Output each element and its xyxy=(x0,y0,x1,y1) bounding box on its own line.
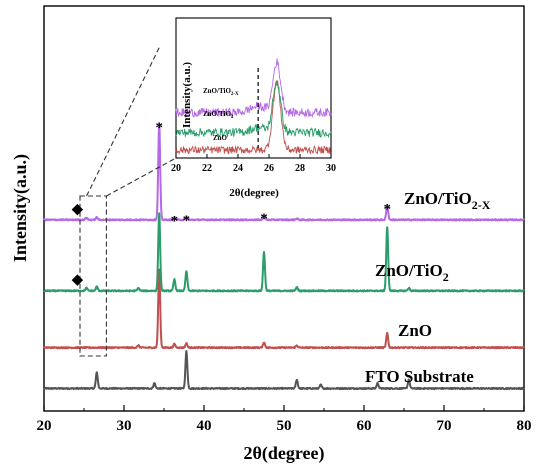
zno-peak-marker-3: * xyxy=(171,214,179,230)
inset-x-tick-label-28: 28 xyxy=(295,163,305,174)
x-tick-label-30: 30 xyxy=(117,418,132,434)
x-tick-label-50: 50 xyxy=(277,418,292,434)
inset-x-tick-label-26: 26 xyxy=(264,163,274,174)
zoom-region-box xyxy=(79,195,107,357)
zoom-guide-lower xyxy=(106,157,177,197)
tio2-peak-marker-0: ◆ xyxy=(72,202,84,218)
inset-x-axis-title: 2θ(degree) xyxy=(229,187,279,199)
series-label-zno-tio2: ZnO/TiO2 xyxy=(375,261,449,284)
inset-series-line-zno-tio2 xyxy=(175,81,332,139)
inset-label-zno-tio2-x: ZnO/TiO2-X xyxy=(203,87,239,97)
x-tick-label-60: 60 xyxy=(357,418,372,434)
x-tick-label-70: 70 xyxy=(437,418,452,434)
zno-peak-marker-5: * xyxy=(260,211,268,227)
tio2-peak-marker-1: ◆ xyxy=(72,272,84,288)
x-axis-title: 2θ(degree) xyxy=(243,443,324,464)
y-axis-title: Intensity(a.u.) xyxy=(10,154,31,262)
zno-peak-marker-6: * xyxy=(383,202,391,218)
inset-series-line-zno xyxy=(175,80,332,155)
x-tick-label-20: 20 xyxy=(37,418,52,434)
inset-series-line-zno-tio2-x xyxy=(175,58,332,118)
zno-peak-marker-4: * xyxy=(183,213,191,229)
series-label-zno: ZnO xyxy=(398,321,432,340)
zoom-guide-upper xyxy=(86,45,161,197)
x-tick-label-40: 40 xyxy=(197,418,212,434)
inset-label-zno: ZnO xyxy=(213,134,228,142)
series-label-fto: FTO Substrate xyxy=(365,367,474,386)
main-x-ticks: 20 30 40 50 60 70 80 xyxy=(37,405,532,434)
inset-frame xyxy=(175,17,332,159)
series-label-zno-tio2-x: ZnO/TiO2-X xyxy=(404,189,491,212)
main-series-group xyxy=(43,122,525,391)
zoom-guides xyxy=(79,45,177,357)
inset-x-tick-label-20: 20 xyxy=(171,163,181,174)
series-line-fto-substrate xyxy=(43,349,525,391)
inset-x-tick-label-22: 22 xyxy=(202,163,212,174)
series-line-zno-tio2-x xyxy=(43,122,525,222)
series-line-zno-tio2 xyxy=(43,212,525,293)
inset-y-axis-title: Intensity(a.u.) xyxy=(181,62,193,128)
x-tick-label-80: 80 xyxy=(517,418,532,434)
inset-label-zno-tio2: ZnO/TiO2 xyxy=(203,110,234,120)
peak-markers: ◆◆** * ** xyxy=(72,120,391,288)
inset-x-ticks: 20 22 24 26 28 30 xyxy=(171,154,336,174)
zno-peak-marker-2: * xyxy=(155,120,163,136)
inset-x-tick-label-24: 24 xyxy=(233,163,243,174)
inset-series-group xyxy=(175,58,332,155)
inset-x-tick-label-30: 30 xyxy=(326,163,336,174)
series-line-zno xyxy=(43,268,525,350)
